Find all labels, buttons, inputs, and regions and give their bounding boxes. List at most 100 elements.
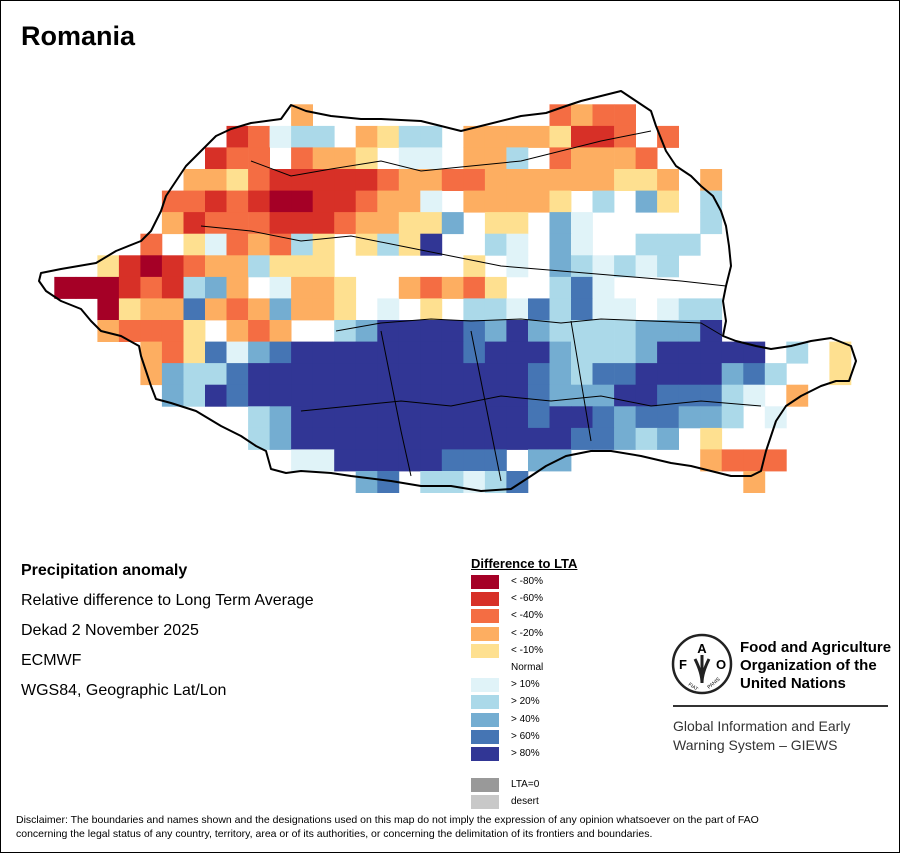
legend-swatch bbox=[471, 795, 499, 810]
grid-cell bbox=[312, 125, 335, 148]
grid-cell bbox=[764, 449, 787, 472]
grid-cell bbox=[484, 341, 507, 364]
grid-cell bbox=[269, 255, 292, 278]
grid-cell bbox=[377, 406, 400, 429]
grid-cell bbox=[484, 384, 507, 407]
legend-swatch bbox=[471, 575, 499, 589]
legend-item: > 40% bbox=[471, 712, 631, 727]
legend-label: > 10% bbox=[511, 679, 540, 691]
grid-cell bbox=[528, 341, 550, 364]
grid-cell bbox=[484, 427, 507, 450]
grid-cell bbox=[183, 384, 206, 407]
grid-cell bbox=[248, 190, 270, 213]
legend-label: > 80% bbox=[511, 748, 540, 759]
grid-cell bbox=[635, 190, 658, 213]
grid-cell bbox=[398, 125, 421, 148]
legend-swatch bbox=[471, 778, 499, 793]
anomaly-grid bbox=[54, 104, 852, 493]
grid-cell bbox=[463, 384, 486, 407]
grid-cell bbox=[312, 341, 335, 364]
grid-cell bbox=[398, 320, 421, 342]
grid-cell bbox=[420, 125, 443, 148]
grid-cell bbox=[441, 212, 464, 235]
grid-cell bbox=[635, 233, 658, 256]
fao-name-line: Organization of the bbox=[740, 657, 877, 674]
grid-cell bbox=[377, 320, 400, 342]
grid-cell bbox=[614, 320, 636, 342]
giews-label: Global Information and Early Warning Sys… bbox=[673, 717, 850, 755]
grid-cell bbox=[484, 276, 507, 299]
grid-cell bbox=[312, 169, 335, 191]
legend-label: < -60% bbox=[511, 593, 543, 605]
grid-cell bbox=[161, 363, 184, 386]
grid-cell bbox=[355, 147, 378, 170]
legend-swatch bbox=[471, 609, 499, 624]
grid-cell bbox=[571, 363, 593, 386]
grid-cell bbox=[506, 406, 529, 429]
legend-item: desert bbox=[471, 795, 631, 810]
grid-cell bbox=[678, 363, 701, 386]
grid-cell bbox=[398, 384, 421, 407]
grid-cell bbox=[420, 190, 443, 213]
grid-cell bbox=[291, 190, 313, 213]
grid-cell bbox=[592, 363, 615, 386]
grid-cell bbox=[571, 384, 593, 407]
grid-cell bbox=[528, 406, 550, 429]
grid-cell bbox=[118, 320, 141, 342]
grid-cell bbox=[312, 212, 335, 235]
grid-cell bbox=[614, 363, 636, 386]
grid-cell bbox=[269, 363, 292, 386]
grid-cell bbox=[484, 320, 507, 342]
grid-cell bbox=[463, 147, 486, 170]
grid-cell bbox=[700, 320, 723, 342]
grid-cell bbox=[700, 212, 723, 235]
grid-cell bbox=[377, 471, 400, 493]
grid-cell bbox=[248, 147, 270, 170]
grid-cell bbox=[291, 406, 313, 429]
legend-swatch bbox=[471, 678, 499, 693]
legend-swatch bbox=[471, 729, 499, 744]
grid-cell bbox=[334, 190, 357, 213]
grid-cell bbox=[506, 341, 529, 364]
grid-cell bbox=[420, 427, 443, 450]
grid-cell bbox=[377, 298, 400, 321]
grid-cell bbox=[528, 298, 550, 321]
grid-cell bbox=[183, 341, 206, 364]
grid-cell bbox=[248, 363, 270, 386]
grid-cell bbox=[743, 363, 766, 386]
legend-label: < -10% bbox=[511, 644, 543, 656]
grid-cell bbox=[140, 276, 163, 299]
grid-cell bbox=[205, 341, 227, 364]
svg-text:F: F bbox=[679, 657, 687, 672]
grid-cell bbox=[678, 298, 701, 321]
grid-cell bbox=[75, 276, 98, 299]
grid-cell bbox=[592, 341, 615, 364]
grid-cell bbox=[549, 427, 572, 450]
info-subtitle: Relative difference to Long Term Average bbox=[21, 592, 314, 609]
grid-cell bbox=[398, 147, 421, 170]
grid-cell bbox=[463, 320, 486, 342]
grid-cell bbox=[678, 233, 701, 256]
grid-cell bbox=[829, 341, 852, 364]
grid-cell bbox=[355, 471, 378, 493]
legend-swatch bbox=[471, 626, 499, 641]
grid-cell bbox=[592, 298, 615, 321]
legend-swatch bbox=[471, 695, 499, 710]
grid-cell bbox=[592, 320, 615, 342]
grid-cell bbox=[657, 298, 679, 321]
grid-cell bbox=[571, 169, 593, 191]
grid-cell bbox=[592, 427, 615, 450]
grid-cell bbox=[528, 363, 550, 386]
grid-cell bbox=[97, 255, 120, 278]
grid-cell bbox=[291, 298, 313, 321]
grid-cell bbox=[334, 384, 357, 407]
grid-cell bbox=[97, 276, 120, 299]
grid-cell bbox=[291, 212, 313, 235]
grid-cell bbox=[398, 341, 421, 364]
grid-cell bbox=[592, 255, 615, 278]
grid-cell bbox=[463, 406, 486, 429]
legend-item: < -80% bbox=[471, 575, 631, 589]
map-title: Romania bbox=[21, 21, 136, 51]
grid-cell bbox=[571, 212, 593, 235]
grid-cell bbox=[334, 427, 357, 450]
